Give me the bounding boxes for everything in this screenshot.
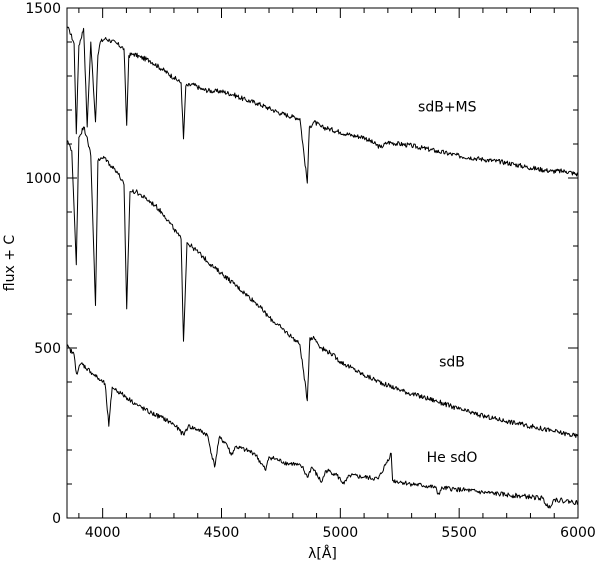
y-tick-label: 1000 xyxy=(25,171,61,187)
series-line-sdb-ms xyxy=(66,26,579,184)
series-layer xyxy=(66,26,579,509)
y-tick-label: 1500 xyxy=(25,1,61,17)
x-tick-label: 6000 xyxy=(560,525,596,541)
axis-tick-marks xyxy=(67,7,579,519)
series-label-sdb-ms: sdB+MS xyxy=(418,100,477,116)
plot-frame xyxy=(66,7,579,519)
series-line-he-sdo xyxy=(66,344,579,509)
x-tick-label: 5000 xyxy=(323,525,359,541)
y-tick-label: 0 xyxy=(52,511,61,527)
label-layer: 4000 4500 5000 5500 6000 0 500 1000 1500 sdB+MS sd… xyxy=(25,1,595,541)
y-axis-title: flux + C xyxy=(2,235,18,292)
series-label-he-sdo: He sdO xyxy=(427,450,478,466)
y-tick-label: 500 xyxy=(34,341,61,357)
x-axis-title: λ[Å] xyxy=(308,545,337,562)
series-line-sdb xyxy=(66,126,579,438)
x-tick-label: 4000 xyxy=(85,525,121,541)
x-tick-label: 5500 xyxy=(441,525,477,541)
x-tick-label: 4500 xyxy=(204,525,240,541)
series-label-sdb: sdB xyxy=(439,355,465,371)
